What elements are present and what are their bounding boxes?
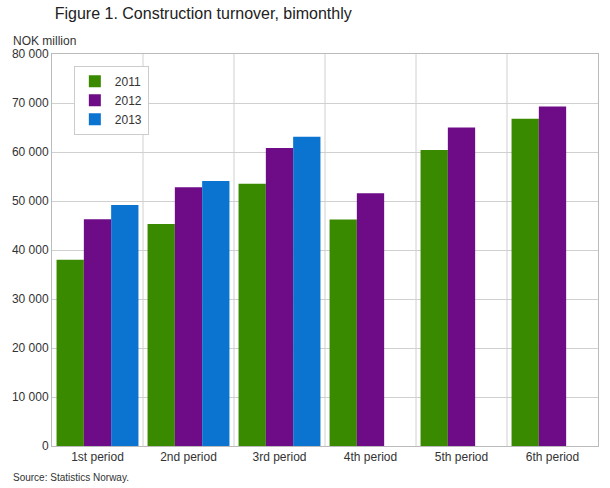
svg-text:0: 0 [42, 439, 49, 453]
svg-text:50 000: 50 000 [12, 194, 49, 208]
svg-text:NOK million: NOK million [13, 34, 76, 48]
svg-text:2011: 2011 [115, 75, 141, 89]
svg-text:Source: Statistics Norway.: Source: Statistics Norway. [13, 472, 129, 483]
svg-text:6th period: 6th period [526, 450, 579, 464]
svg-text:2013: 2013 [115, 113, 142, 127]
svg-text:30 000: 30 000 [12, 292, 49, 306]
svg-text:Figure 1. Construction turnove: Figure 1. Construction turnover, bimonth… [55, 5, 352, 22]
svg-text:2012: 2012 [115, 94, 142, 108]
svg-text:1st period: 1st period [71, 450, 124, 464]
svg-text:2nd period: 2nd period [160, 450, 217, 464]
svg-text:3rd period: 3rd period [252, 450, 306, 464]
svg-text:10 000: 10 000 [12, 390, 49, 404]
svg-text:60 000: 60 000 [12, 145, 49, 159]
svg-text:20 000: 20 000 [12, 341, 49, 355]
svg-text:4th period: 4th period [344, 450, 397, 464]
svg-text:40 000: 40 000 [12, 243, 49, 257]
svg-text:5th period: 5th period [435, 450, 488, 464]
svg-text:70 000: 70 000 [12, 96, 49, 110]
svg-text:80 000: 80 000 [12, 47, 49, 61]
